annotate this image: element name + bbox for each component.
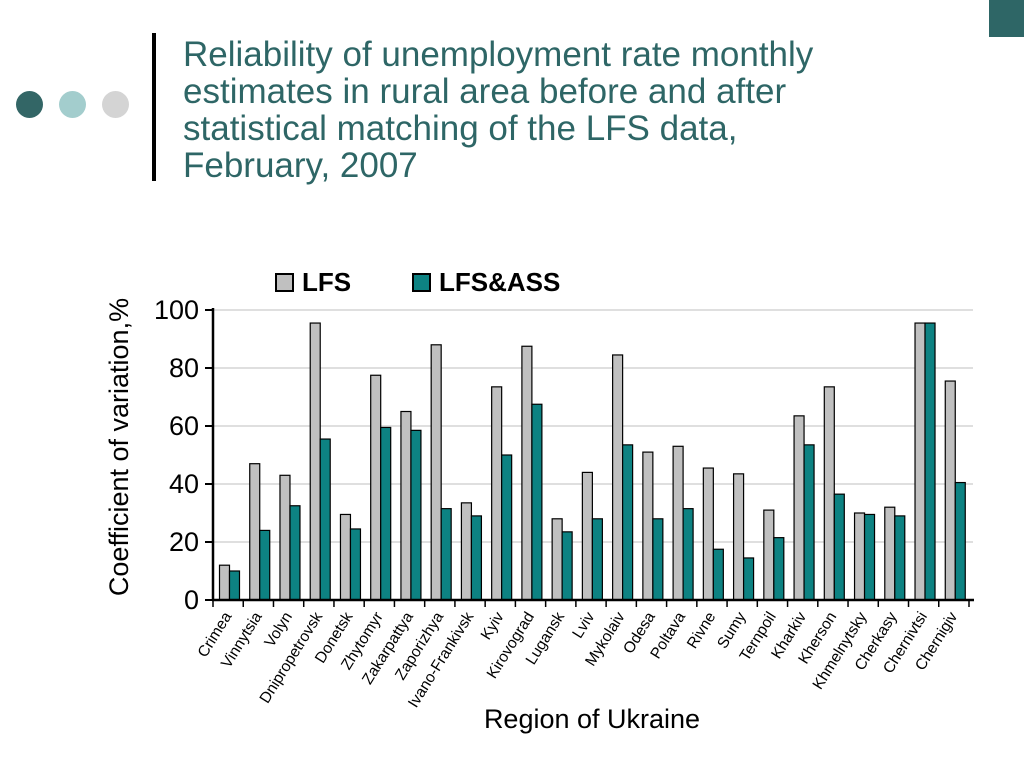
bar-lfs-lugansk — [551, 518, 563, 601]
bar-lfs-ass-zaporizhya — [440, 508, 452, 601]
x-label-kyiv: Kyiv — [478, 609, 508, 643]
slide-title: Reliability of unemployment rate monthly… — [183, 36, 983, 184]
bar-lfs-ass-poltava — [682, 508, 694, 601]
x-label-rivne: Rivne — [684, 609, 719, 652]
bar-lfs-ass-donetsk — [349, 528, 362, 601]
slide-title-line-2: estimates in rural area before and after — [183, 72, 787, 111]
bar-lfs-ass-chernivtsi — [924, 322, 936, 601]
bar-lfs-sumy — [732, 473, 745, 601]
bar-lfs-zaporizhya — [430, 344, 442, 601]
bar-lfs-zhytomyr — [370, 374, 382, 601]
bar-lfs-zakarpattya — [400, 410, 412, 601]
bar-lfs-mykolaiv — [612, 354, 624, 601]
bar-lfs-ass-odesa — [652, 518, 664, 601]
y-tick-label-80: 80 — [169, 353, 199, 383]
bar-lfs-ass-ternpoil — [773, 537, 785, 601]
bar-lfs-vinnytsia — [249, 463, 261, 601]
slide-title-line-1: Reliability of unemployment rate monthly — [183, 35, 814, 74]
legend-swatch-lfs — [275, 273, 294, 292]
bar-lfs-dnipropetrovsk — [309, 322, 321, 601]
x-axis-title: Region of Ukraine — [484, 704, 700, 734]
bar-lfs-ass-zhytomyr — [380, 426, 392, 601]
bar-lfs-ass-mykolaiv — [622, 444, 634, 601]
bar-lfs-ass-kherson — [833, 493, 845, 601]
bar-lfs-ass-chernigiv — [954, 481, 966, 601]
bar-lfs-ass-volyn — [289, 505, 301, 601]
bar-lfs-ass-kharkiv — [803, 444, 815, 601]
bar-lfs-ass-dnipropetrovsk — [319, 438, 331, 601]
bar-lfs-ass-zakarpattya — [410, 429, 422, 601]
corner-accent-box — [989, 0, 1024, 37]
y-tick-label-100: 100 — [154, 295, 199, 325]
slide-title-line-3: statistical matching of the LFS data, — [183, 109, 738, 148]
bar-lfs-odesa — [642, 451, 654, 601]
bar-lfs-donetsk — [339, 513, 352, 601]
bar-lfs-volyn — [279, 474, 291, 601]
y-tick-label-0: 0 — [184, 585, 199, 615]
bar-lfs-ass-crimea — [228, 570, 241, 601]
bar-lfs-poltava — [672, 445, 684, 601]
bar-lfs-chernigiv — [944, 380, 956, 601]
decoration-dot-gray — [102, 91, 129, 118]
bar-lfs-ass-rivne — [712, 548, 724, 601]
bar-lfs-crimea — [218, 564, 231, 601]
bar-lfs-ass-lugansk — [561, 531, 573, 601]
title-accent-line — [152, 33, 156, 181]
bar-lfs-ass-lviv — [591, 518, 603, 601]
bar-lfs-ass-vinnytsia — [259, 529, 271, 601]
bar-lfs-ass-ivano-frankivsk — [470, 515, 483, 601]
bar-lfs-kherson — [823, 386, 835, 601]
slide-title-line-4: February, 2007 — [183, 146, 418, 185]
bar-lfs-ternpoil — [763, 509, 775, 601]
legend-label-lfs: LFS — [302, 267, 351, 297]
bar-lfs-ivano-frankivsk — [460, 502, 473, 601]
bar-lfs-ass-kirovograd — [531, 403, 543, 601]
decoration-dot-light-teal — [59, 91, 86, 118]
bar-lfs-chernivtsi — [914, 322, 926, 601]
y-tick-label-20: 20 — [169, 527, 199, 557]
x-label-lviv: Lviv — [569, 609, 598, 642]
bar-lfs-ass-kyiv — [501, 454, 513, 601]
bar-lfs-kyiv — [491, 386, 503, 601]
legend-swatch-lfs-ass — [412, 273, 431, 292]
bar-lfs-lviv — [581, 471, 593, 601]
bar-lfs-rivne — [702, 467, 714, 601]
bar-lfs-ass-cherkasy — [894, 515, 906, 601]
bar-lfs-ass-khmelnytsky — [863, 513, 876, 601]
bar-lfs-khmelnytsky — [853, 512, 866, 601]
legend-label-lfs-ass: LFS&ASS — [439, 267, 560, 297]
y-tick-label-60: 60 — [169, 411, 199, 441]
y-tick-label-40: 40 — [169, 469, 199, 499]
bar-lfs-kharkiv — [793, 415, 805, 601]
y-axis-title: Coefficient of variation,% — [104, 298, 134, 596]
bar-lfs-kirovograd — [521, 345, 533, 601]
decoration-dot-dark-teal — [16, 91, 43, 118]
bar-lfs-ass-sumy — [742, 557, 755, 601]
bar-lfs-cherkasy — [884, 506, 896, 601]
